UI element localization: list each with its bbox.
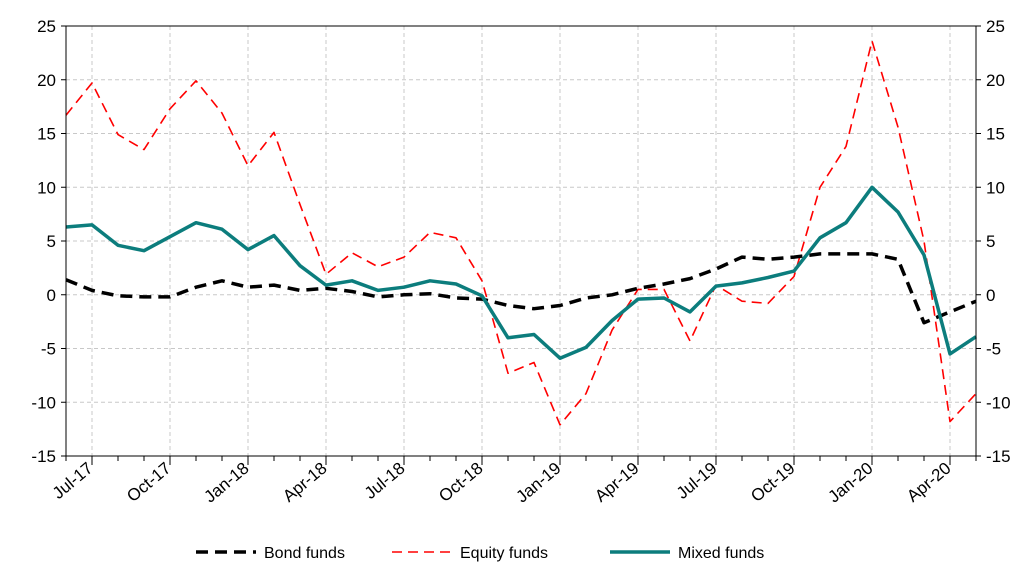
x-tick-label: Jan-19 [513,459,565,507]
x-tick-label: Apr-20 [903,459,954,506]
x-tick-label: Apr-19 [591,459,642,506]
y-tick-label-left: 0 [47,286,56,305]
y-tick-label-right: 0 [986,286,995,305]
y-tick-label-left: 10 [37,178,56,197]
x-tick-label: Jan-18 [201,459,253,507]
x-tick-label: Oct-19 [747,459,798,506]
y-tick-label-left: 5 [47,232,56,251]
y-tick-label-right: -10 [986,393,1011,412]
series-layer [65,40,977,426]
legend-item: Equity funds [392,545,548,562]
y-tick-label-left: -10 [31,393,56,412]
series-line [65,185,977,360]
x-tick-label: Oct-17 [123,459,174,506]
series-bond-funds [65,252,977,325]
x-tick-label: Jan-20 [825,459,877,507]
series-line [65,252,977,325]
x-tick-label: Jul-17 [49,459,97,503]
y-tick-label-left: 20 [37,71,56,90]
y-tick-label-right: -5 [986,340,1001,359]
grid-lines [66,26,976,456]
legend: Bond funds Equity funds Mixed funds [196,545,764,562]
y-tick-label-left: -15 [31,447,56,466]
y-tick-label-right: 25 [986,17,1005,36]
series-line [65,40,977,426]
y-tick-label-right: 10 [986,178,1005,197]
y-tick-label-right: 5 [986,232,995,251]
x-tick-label: Jul-18 [361,459,409,503]
y-tick-label-right: -15 [986,447,1011,466]
legend-label: Bond funds [264,545,345,562]
y-tick-label-left: 25 [37,17,56,36]
y-tick-label-left: -5 [41,340,56,359]
x-tick-label: Jul-19 [673,459,721,503]
y-tick-label-right: 20 [986,71,1005,90]
legend-item: Bond funds [196,545,345,562]
y-tick-label-right: 15 [986,125,1005,144]
axis-layer: -15 -15 -10 -10 -5 -5 0 0 5 5 10 10 15 15 20 20 25 25 Jul-… [31,17,1010,506]
legend-item: Mixed funds [610,545,764,562]
series-equity-funds [65,40,977,426]
legend-label: Equity funds [460,545,548,562]
y-tick-label-left: 15 [37,125,56,144]
x-tick-label: Apr-18 [279,459,330,506]
series-mixed-funds [65,185,977,360]
x-tick-label: Oct-18 [435,459,486,506]
legend-label: Mixed funds [678,545,764,562]
